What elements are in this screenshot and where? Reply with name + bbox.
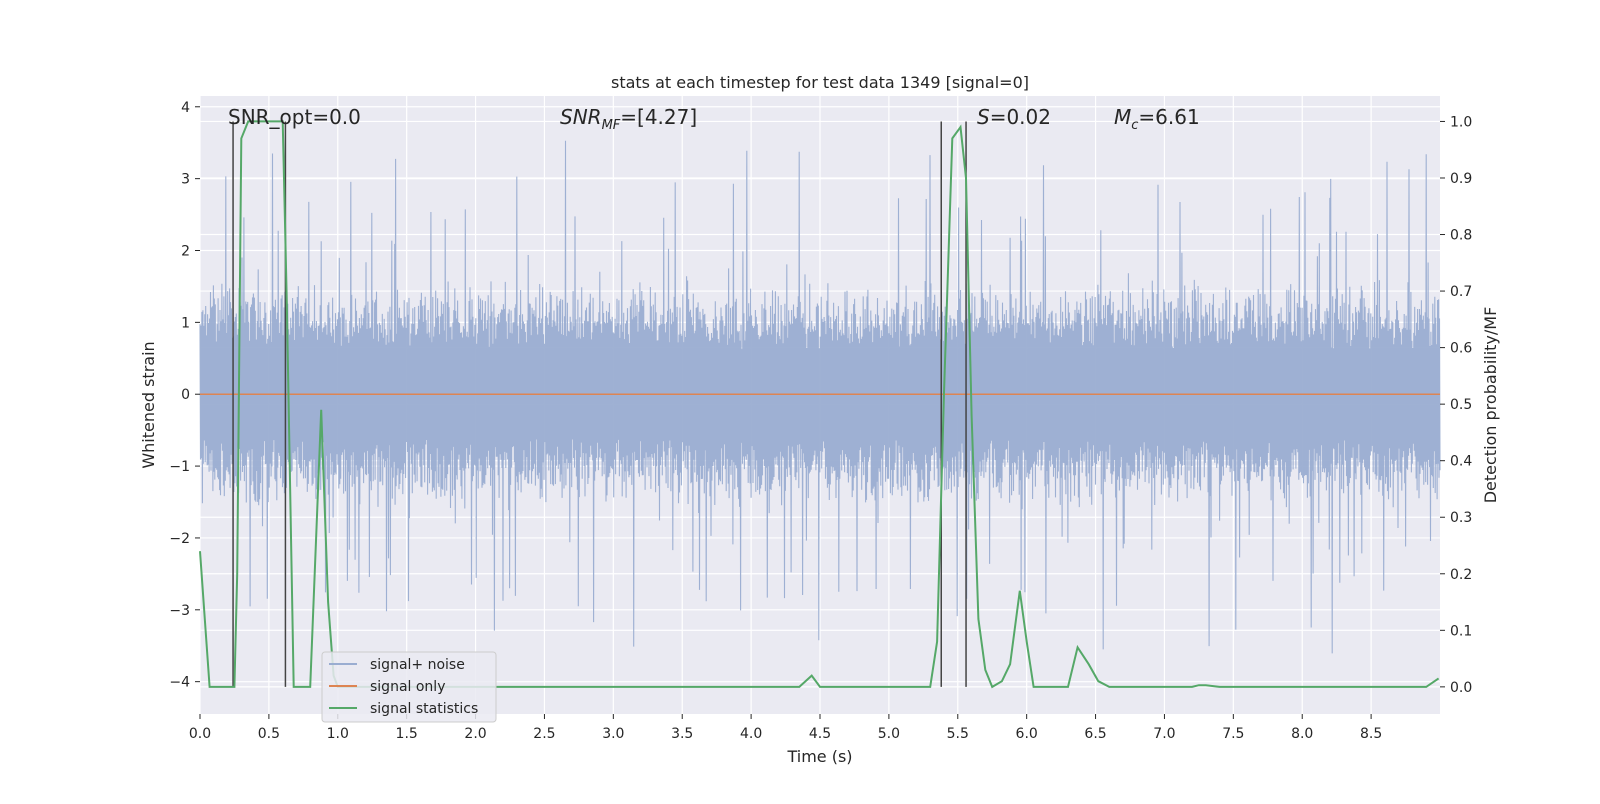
y2-ticks: 0.0 0.1 0.2 0.3 0.4 0.5 0.6 0.7 0.8 0.9 1.0 xyxy=(1440,114,1472,696)
chart-title: stats at each timestep for test data 134… xyxy=(611,73,1029,92)
y-ticks: −4 −3 −2 −1 0 1 2 3 4 xyxy=(169,100,200,691)
y2-tick-label: 0.3 xyxy=(1450,510,1472,526)
y2-tick-label: 0.0 xyxy=(1450,680,1472,696)
x-tick-label: 5.0 xyxy=(878,726,900,742)
y-tick-label: 0 xyxy=(181,387,190,403)
y-tick-label: −4 xyxy=(169,675,190,691)
y-tick-label: 2 xyxy=(181,244,190,260)
x-tick-label: 7.5 xyxy=(1222,726,1244,742)
x-tick-label: 3.5 xyxy=(671,726,693,742)
y-tick-label: 4 xyxy=(181,100,190,116)
y-tick-label: 1 xyxy=(181,315,190,331)
legend-label-signal-only: signal only xyxy=(370,679,445,695)
x-tick-label: 6.5 xyxy=(1084,726,1106,742)
y-tick-label: 3 xyxy=(181,172,190,188)
x-tick-label: 8.5 xyxy=(1360,726,1382,742)
noise-line xyxy=(199,140,1441,654)
x-tick-label: 4.5 xyxy=(809,726,831,742)
noise-series xyxy=(199,140,1441,654)
annotation-s-value: =0.02 xyxy=(990,105,1051,129)
x-ticks: 0.0 0.5 1.0 1.5 2.0 2.5 3.0 3.5 4.0 4.5 5.0 5.5 6.0 6… xyxy=(189,714,1382,742)
annotation-snr-mf-symbol: SNR xyxy=(560,105,602,129)
legend-box xyxy=(321,651,497,723)
x-tick-label: 2.0 xyxy=(464,726,486,742)
x-tick-label: 0.0 xyxy=(189,726,211,742)
x-tick-label: 4.0 xyxy=(740,726,762,742)
x-tick-label: 3.0 xyxy=(602,726,624,742)
statistics-series xyxy=(199,120,1440,689)
annotation-snr-mf-value: =[4.27] xyxy=(620,105,697,129)
x-tick-label: 2.5 xyxy=(533,726,555,742)
y-tick-label: −2 xyxy=(169,531,190,547)
annotation-mc-subscript: c xyxy=(1131,118,1138,133)
legend: signal+ noise signal only signal statist… xyxy=(321,651,497,723)
legend-label-noise: signal+ noise xyxy=(370,657,465,673)
x-axis-label: Time (s) xyxy=(786,747,852,766)
annotation-mc: Mc=6.61 xyxy=(1114,105,1200,133)
y2-tick-label: 0.1 xyxy=(1450,623,1472,639)
annotation-mc-symbol: M xyxy=(1114,105,1131,129)
annotation-snr-mf-subscript: MF xyxy=(602,118,621,133)
y2-tick-label: 0.9 xyxy=(1450,171,1472,187)
y2-tick-label: 0.8 xyxy=(1450,228,1472,244)
annotation-mc-value: =6.61 xyxy=(1138,105,1199,129)
y2-tick-label: 0.5 xyxy=(1450,397,1472,413)
y-axis-label: Whitened strain xyxy=(139,341,158,468)
x-tick-label: 5.5 xyxy=(947,726,969,742)
x-tick-label: 1.5 xyxy=(396,726,418,742)
annotation-s-symbol: S xyxy=(977,105,990,129)
y2-tick-label: 0.4 xyxy=(1450,454,1472,470)
x-tick-label: 0.5 xyxy=(258,726,280,742)
annotation-s: S=0.02 xyxy=(977,105,1051,129)
annotation-snr-mf: SNRMF=[4.27] xyxy=(560,105,697,133)
statistics-line xyxy=(199,120,1440,689)
y2-axis-label: Detection probability/MF xyxy=(1481,307,1500,504)
x-tick-label: 1.0 xyxy=(327,726,349,742)
y-tick-label: −3 xyxy=(169,603,190,619)
y2-tick-label: 1.0 xyxy=(1450,114,1472,130)
x-tick-label: 7.0 xyxy=(1153,726,1175,742)
x-tick-label: 8.0 xyxy=(1291,726,1313,742)
y2-tick-label: 0.6 xyxy=(1450,341,1472,357)
y2-tick-label: 0.7 xyxy=(1450,284,1472,300)
y2-tick-label: 0.2 xyxy=(1450,567,1472,583)
legend-label-statistics: signal statistics xyxy=(370,701,478,717)
x-tick-label: 6.0 xyxy=(1016,726,1038,742)
y-tick-label: −1 xyxy=(169,459,190,475)
annotation-snr-opt: SNR_opt=0.0 xyxy=(228,105,361,129)
